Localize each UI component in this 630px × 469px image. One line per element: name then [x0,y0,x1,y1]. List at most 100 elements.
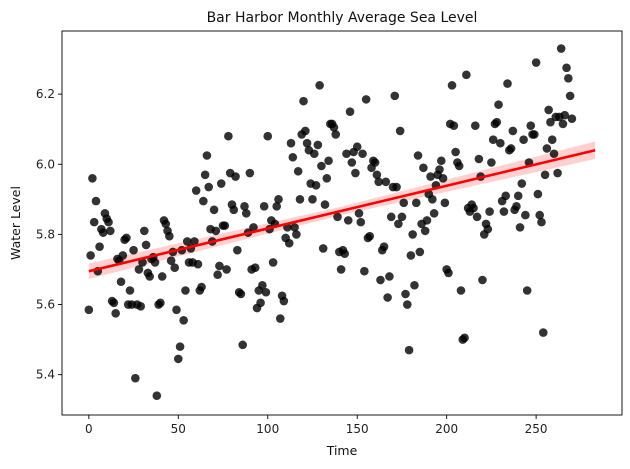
data-point [308,195,317,204]
data-point [157,272,167,281]
data-point [279,296,289,306]
data-point [240,202,249,211]
data-point [111,309,120,318]
data-point [233,245,242,255]
data-point [292,230,301,239]
data-point [263,131,273,141]
data-point [451,147,460,157]
y-tick-label: 5.8 [36,227,55,241]
data-point [501,191,511,201]
data-point [496,138,505,148]
data-point [104,217,113,227]
y-tick-label: 5.6 [36,298,55,312]
data-point [286,138,296,148]
data-point [406,251,416,260]
data-point [440,198,450,208]
data-point [241,209,251,218]
data-point [211,226,221,236]
data-point [118,251,128,260]
data-point [544,105,553,115]
data-point [202,151,212,160]
data-point [535,210,544,220]
data-point [302,138,312,148]
data-point [390,91,400,101]
data-point [261,287,271,297]
data-point [542,144,552,153]
data-point [512,202,521,211]
data-point [197,282,206,292]
data-point [229,205,239,215]
data-point [116,277,126,287]
data-point [485,207,494,216]
data-point [408,230,417,239]
data-point [383,293,392,302]
data-point [437,156,446,166]
data-point [91,196,101,206]
data-point [403,300,412,309]
data-point [200,170,210,180]
data-point [141,240,151,250]
data-point [331,130,341,139]
data-point [125,286,135,295]
data-point [492,117,502,127]
data-point [401,289,410,299]
data-point [494,100,503,109]
data-point [558,119,568,129]
data-point [333,212,342,222]
data-point [370,158,380,167]
data-point [181,286,190,295]
data-point [513,191,523,201]
data-point [231,172,240,181]
data-point [134,265,144,274]
data-point [547,135,557,145]
data-point [166,256,176,266]
data-point [152,391,162,401]
data-point [259,202,269,211]
data-point [209,205,219,215]
data-point [533,189,543,199]
data-point [454,161,464,171]
data-point [199,196,208,206]
data-point [549,149,559,159]
y-tick-label: 6.2 [36,87,55,101]
data-point [309,149,319,159]
data-point [456,286,466,295]
y-tick-label: 5.4 [36,368,55,382]
data-point [170,263,180,273]
data-point [429,209,439,218]
data-point [404,345,414,355]
data-point [351,168,360,178]
data-point [245,168,255,178]
data-point [190,237,199,246]
data-point [460,333,469,343]
data-point [156,298,165,308]
data-points [84,44,577,401]
data-point [546,117,555,127]
data-point [361,95,371,104]
data-point [318,244,328,253]
data-point [526,121,536,130]
data-point [204,182,214,192]
data-point [220,221,230,230]
data-point [329,123,339,132]
data-point [288,152,298,162]
data-point [165,231,174,241]
data-point [238,340,247,350]
data-point [564,74,573,83]
x-tick-label: 0 [85,422,93,436]
data-point [324,156,333,166]
data-point [109,298,119,308]
data-point [530,130,539,139]
data-point [540,170,550,180]
data-point [313,140,323,150]
data-point [284,238,294,248]
data-point [342,149,351,159]
data-point [106,226,115,236]
data-point [356,217,366,227]
data-point [136,301,146,311]
data-point [88,173,97,183]
x-tick-label: 50 [171,422,186,436]
data-point [343,216,353,225]
data-point [567,114,577,123]
data-point [315,81,324,90]
